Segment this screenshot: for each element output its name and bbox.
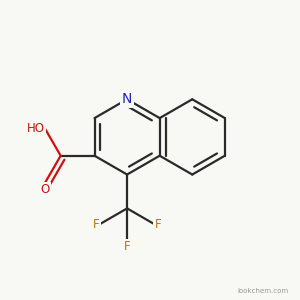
- Text: HO: HO: [27, 122, 45, 134]
- Text: N: N: [122, 92, 132, 106]
- Text: lookchem.com: lookchem.com: [237, 288, 288, 294]
- Text: F: F: [93, 218, 99, 231]
- Text: F: F: [124, 240, 130, 254]
- Text: F: F: [155, 218, 161, 231]
- Text: O: O: [40, 183, 49, 196]
